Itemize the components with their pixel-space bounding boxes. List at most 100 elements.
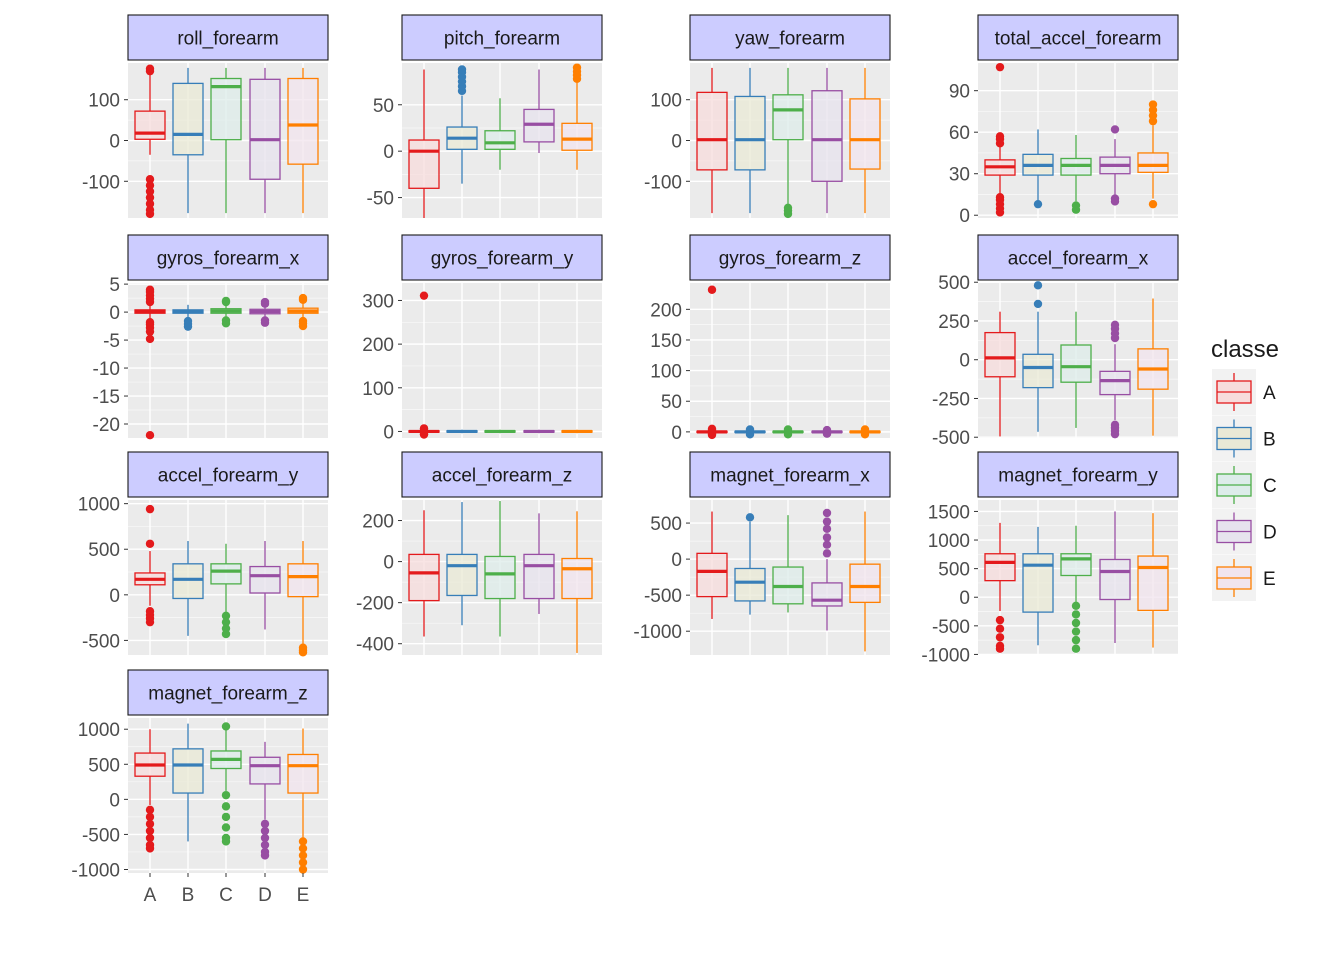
outlier-point (221, 790, 231, 800)
outlier-point (822, 508, 832, 518)
y-tick-label: 5 (109, 275, 120, 296)
box-D (249, 67, 281, 214)
box-E (849, 425, 881, 439)
y-tick-label: 500 (650, 514, 682, 535)
box-iqr (1099, 370, 1131, 396)
legend-label: B (1263, 430, 1276, 451)
y-tick-label: -100 (82, 172, 120, 193)
y-tick-label: -1000 (71, 860, 120, 881)
outlier-point (145, 334, 155, 344)
legend-label: A (1263, 383, 1276, 404)
y-tick-label: -400 (356, 635, 394, 656)
y-tick-label: 1000 (78, 495, 120, 516)
facet-panel-magnet_forearm_z: magnet_forearm_z -1000 -500 0 500 1000 A B C D E (71, 669, 329, 906)
box-E (287, 728, 319, 874)
y-tick-label: -500 (932, 617, 970, 638)
box-iqr (249, 756, 281, 785)
box-iqr (734, 567, 766, 602)
box-iqr (696, 91, 728, 171)
y-tick-label: 0 (383, 553, 394, 574)
outlier-point (145, 64, 155, 73)
facet-strip-title: gyros_forearm_y (431, 249, 574, 270)
facet-strip-title: yaw_forearm (735, 29, 845, 50)
y-tick-label: 150 (650, 331, 682, 352)
box-E (1137, 298, 1169, 436)
box-C (1060, 525, 1092, 653)
box-C (772, 425, 804, 439)
box-A (696, 285, 728, 440)
outlier-point (298, 321, 308, 331)
y-tick-label: 200 (650, 300, 682, 321)
outlier-point (1071, 635, 1081, 645)
box-A (134, 285, 166, 440)
facet-strip (977, 234, 1179, 281)
y-tick-label: 0 (109, 586, 120, 607)
outlier-point (221, 722, 231, 731)
y-tick-label: 0 (109, 303, 120, 324)
outlier-point (1071, 618, 1081, 628)
box-C (772, 67, 804, 219)
box-iqr (134, 110, 166, 140)
outlier-point (145, 285, 155, 294)
box-iqr (484, 555, 516, 600)
box-E (287, 293, 319, 331)
outlier-point (221, 617, 231, 627)
facet-strip-title: accel_forearm_z (432, 466, 572, 487)
y-tick-label: 100 (88, 91, 120, 112)
box-D (1099, 125, 1131, 206)
box-A (984, 311, 1016, 437)
outlier-point (822, 524, 832, 534)
box-D (811, 425, 843, 438)
x-tick-label: A (144, 885, 157, 906)
box-A (984, 62, 1016, 217)
facet-strip (401, 451, 603, 498)
facet-strip-title: accel_forearm_x (1008, 249, 1149, 270)
y-tick-label: 0 (671, 423, 682, 444)
box-iqr (210, 563, 242, 585)
outlier-point (1071, 644, 1081, 653)
facet-panel-total_accel_forearm: total_accel_forearm 0 30 60 90 (949, 14, 1179, 227)
box-E (561, 511, 593, 653)
outlier-point (822, 540, 832, 549)
outlier-point (145, 812, 155, 822)
y-tick-label: 0 (959, 588, 970, 609)
box-E (849, 511, 881, 652)
box-B (1022, 281, 1054, 432)
facet-panel-magnet_forearm_x: magnet_forearm_x -1000 -500 0 500 (633, 451, 891, 655)
box-iqr (772, 94, 804, 141)
box-B (734, 67, 766, 214)
y-tick-label: 0 (109, 790, 120, 811)
facet-strip-title: total_accel_forearm (995, 29, 1162, 50)
box-D (249, 541, 281, 630)
y-tick-label: -500 (82, 631, 120, 652)
facet-strip (689, 451, 891, 498)
y-tick-label: 0 (383, 422, 394, 443)
facet-panel-magnet_forearm_y: magnet_forearm_y -1000 -500 0 500 1000 1500 (921, 451, 1179, 666)
box-iqr (696, 552, 728, 598)
y-tick-label: -500 (82, 825, 120, 846)
box-D (1099, 320, 1131, 439)
outlier-point (298, 844, 308, 853)
y-tick-label: 500 (938, 560, 970, 581)
y-tick-label: 500 (938, 273, 970, 294)
box-A (984, 522, 1016, 653)
outlier-point (1110, 320, 1120, 330)
panel-background (402, 283, 602, 438)
x-tick-label: B (182, 885, 195, 906)
y-tick-label: 50 (661, 392, 682, 413)
outlier-point (1110, 429, 1120, 439)
box-C (1060, 134, 1092, 214)
box-iqr (1099, 558, 1131, 601)
outlier-point (260, 851, 270, 860)
outlier-point (145, 819, 155, 829)
outlier-point (145, 504, 155, 514)
legend-key-B: B (1212, 415, 1276, 462)
box-A (408, 291, 440, 439)
box-iqr (984, 553, 1016, 582)
box-iqr (849, 98, 881, 170)
outlier-point (145, 431, 155, 440)
y-tick-label: 0 (671, 550, 682, 571)
y-tick-label: 0 (959, 206, 970, 227)
facet-strip (401, 234, 603, 281)
outlier-point (221, 812, 231, 822)
